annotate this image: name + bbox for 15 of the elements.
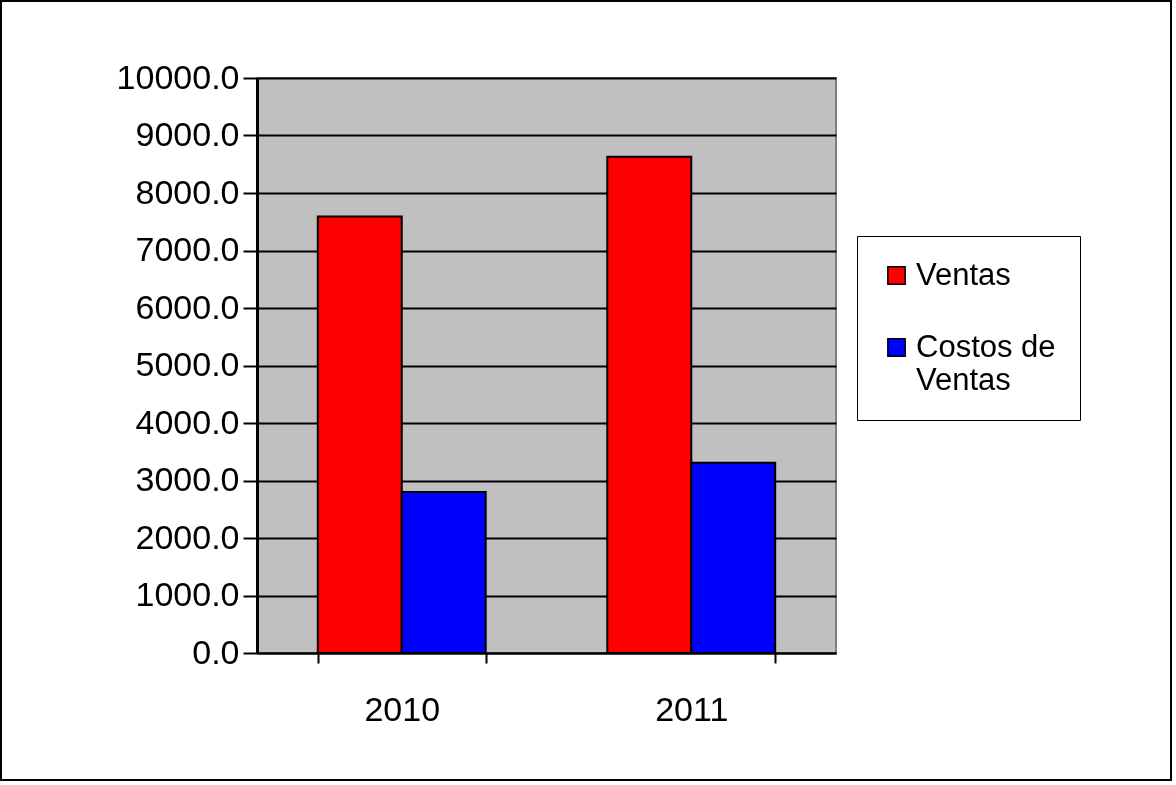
y-tick-label: 4000.0: [135, 402, 240, 441]
x-tick-label: 2011: [655, 689, 729, 728]
y-tick-label: 3000.0: [135, 460, 240, 498]
legend-label: Costos de Ventas: [916, 328, 1056, 397]
y-tick-label: 6000.0: [135, 287, 240, 326]
x-tick-label: 2010: [364, 689, 441, 728]
y-tick-label: 8000.0: [135, 172, 240, 211]
y-tick-label: 9000.0: [135, 115, 240, 153]
legend-label: Ventas: [916, 256, 1011, 292]
y-tick-label: 2000.0: [135, 517, 240, 556]
y-tick-label: 7000.0: [135, 230, 240, 268]
y-tick-label: 1000.0: [135, 575, 240, 613]
y-tick-label: 0.0: [192, 632, 240, 671]
y-tick-label: 10000.0: [116, 57, 240, 96]
y-tick-label: 5000.0: [135, 345, 240, 383]
